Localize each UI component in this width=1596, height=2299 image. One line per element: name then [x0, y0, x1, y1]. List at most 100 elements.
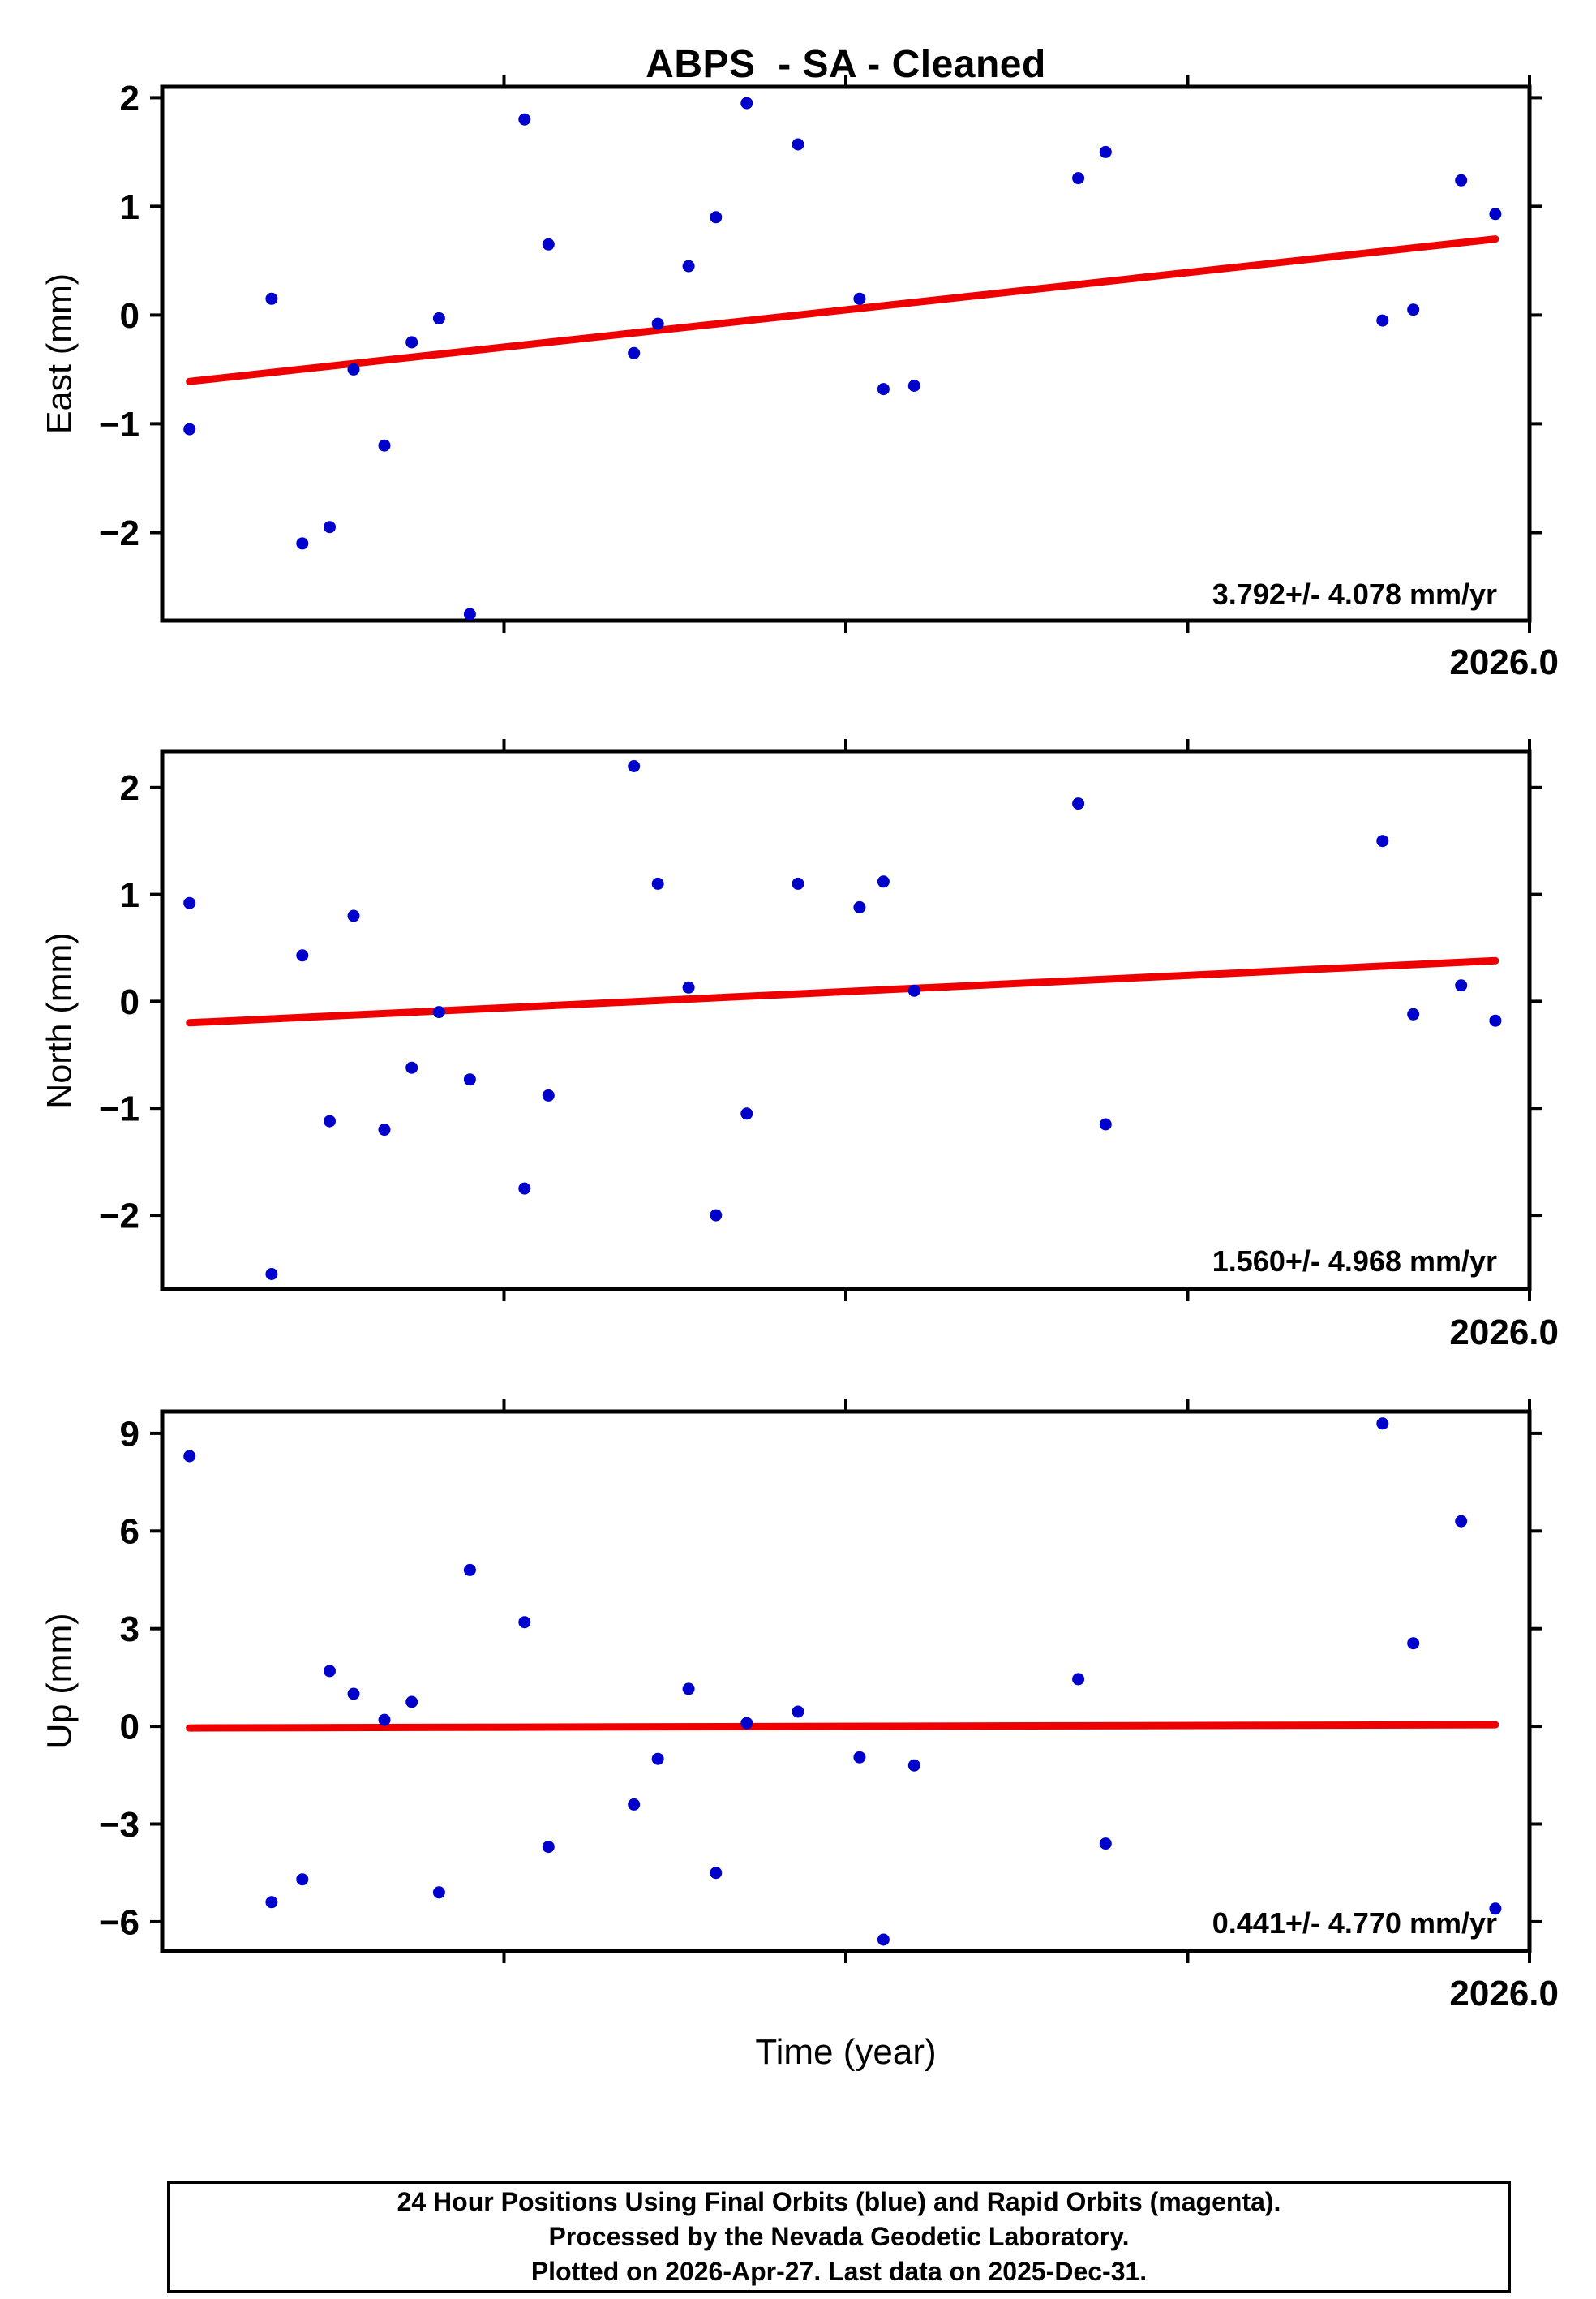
up-data-point — [651, 1752, 664, 1765]
up-data-point — [518, 1616, 531, 1629]
east-data-point — [296, 537, 309, 550]
east-data-point — [792, 138, 804, 151]
east-data-point — [378, 439, 391, 452]
east-data-point — [628, 346, 641, 359]
y-tick-label: 9 — [120, 1414, 139, 1454]
north-data-point — [265, 1268, 278, 1280]
north-data-point — [183, 896, 196, 909]
east-data-point — [1489, 208, 1502, 221]
up-data-point — [853, 1751, 866, 1764]
east-data-point — [1376, 314, 1389, 327]
north-data-point — [1489, 1014, 1502, 1027]
east-axis-label: East (mm) — [40, 273, 79, 435]
up-data-point — [628, 1798, 641, 1811]
up-data-point — [682, 1682, 695, 1695]
north-data-point — [1376, 835, 1389, 848]
north-data-point — [853, 900, 866, 913]
north-data-point — [682, 981, 695, 994]
up-rate-annotation: 0.441+/- 4.770 mm/yr — [1212, 1906, 1497, 1940]
up-data-point — [378, 1713, 391, 1726]
y-tick-label: 1 — [120, 875, 139, 915]
up-data-point — [542, 1841, 555, 1854]
north-data-point — [651, 877, 664, 890]
north-data-point — [432, 1006, 445, 1019]
north-axis-label: North (mm) — [40, 932, 79, 1109]
y-tick-label: 0 — [120, 1708, 139, 1747]
east-data-point — [324, 521, 336, 534]
north-data-point — [463, 1073, 476, 1086]
up-data-point — [463, 1563, 476, 1576]
north-frame — [160, 749, 1532, 1291]
up-data-point — [296, 1873, 309, 1886]
y-tick-label: −6 — [99, 1902, 139, 1942]
up-data-point — [907, 1759, 920, 1772]
east-data-point — [740, 97, 753, 110]
y-tick-label: −1 — [99, 405, 139, 445]
caption-line-plotted: Plotted on 2026-Apr-27. Last data on 202… — [530, 2256, 1148, 2286]
up-data-point — [1455, 1515, 1468, 1528]
up-panel: 9 6 3 0 −3 −6 — [99, 1399, 1542, 1963]
east-data-point — [1407, 303, 1420, 316]
east-data-point — [1072, 172, 1085, 185]
up-data-point — [1376, 1417, 1389, 1430]
up-axis-label: Up (mm) — [40, 1613, 79, 1749]
north-data-point — [1455, 979, 1468, 992]
east-data-point — [432, 312, 445, 324]
east-data-point — [405, 336, 418, 349]
north-data-point — [347, 909, 360, 922]
east-data-point — [710, 211, 723, 224]
plot-title: ABPS - SA - Cleaned — [646, 43, 1046, 86]
up-data-point — [1072, 1673, 1085, 1686]
up-data-point — [710, 1867, 723, 1880]
time-axis-label: Time (year) — [755, 2032, 937, 2072]
y-tick-label: 0 — [120, 982, 139, 1022]
north-data-point — [740, 1107, 753, 1120]
north-data-point — [710, 1209, 723, 1222]
north-data-point — [792, 877, 804, 890]
east-trend-line — [186, 235, 1499, 385]
north-rate-annotation: 1.560+/- 4.968 mm/yr — [1212, 1244, 1497, 1278]
y-tick-label: 3 — [120, 1609, 139, 1649]
east-data-point — [347, 363, 360, 376]
east-data-point — [682, 260, 695, 273]
y-tick-label: 0 — [120, 296, 139, 336]
up-xaxis-end-label: 2026.0 — [1449, 1974, 1559, 2013]
east-data-point — [651, 317, 664, 330]
up-data-point — [432, 1886, 445, 1899]
north-xaxis-end-label: 2026.0 — [1449, 1313, 1559, 1352]
y-tick-label: 2 — [120, 768, 139, 808]
east-data-point — [853, 292, 866, 305]
up-data-point — [1407, 1637, 1420, 1650]
east-data-point — [183, 423, 196, 436]
east-data-point — [542, 238, 555, 251]
east-data-point — [518, 113, 531, 126]
north-data-point — [628, 760, 641, 772]
east-data-point — [1455, 174, 1468, 187]
north-panel: 2 1 0 −1 −2 — [99, 739, 1542, 1301]
east-data-point — [1099, 145, 1112, 158]
east-frame — [160, 84, 1532, 623]
up-data-point — [347, 1687, 360, 1700]
up-trend-line — [186, 1721, 1499, 1732]
y-tick-label: −2 — [99, 514, 139, 553]
east-rate-annotation: 3.792+/- 4.078 mm/yr — [1212, 578, 1497, 611]
north-data-point — [296, 949, 309, 962]
north-data-point — [324, 1115, 336, 1128]
up-data-point — [183, 1450, 196, 1463]
up-data-point — [877, 1933, 890, 1946]
y-tick-label: 1 — [120, 187, 139, 227]
up-data-point — [324, 1665, 336, 1678]
y-tick-label: 2 — [120, 79, 139, 118]
east-data-point — [907, 380, 920, 392]
north-data-point — [1072, 797, 1085, 810]
up-data-point — [1099, 1837, 1112, 1850]
caption-line-processed: Processed by the Nevada Geodetic Laborat… — [548, 2222, 1130, 2252]
north-data-point — [405, 1061, 418, 1074]
north-data-point — [907, 984, 920, 997]
up-data-point — [792, 1705, 804, 1718]
north-data-point — [877, 875, 890, 888]
north-data-point — [1099, 1118, 1112, 1131]
east-data-point — [265, 292, 278, 305]
